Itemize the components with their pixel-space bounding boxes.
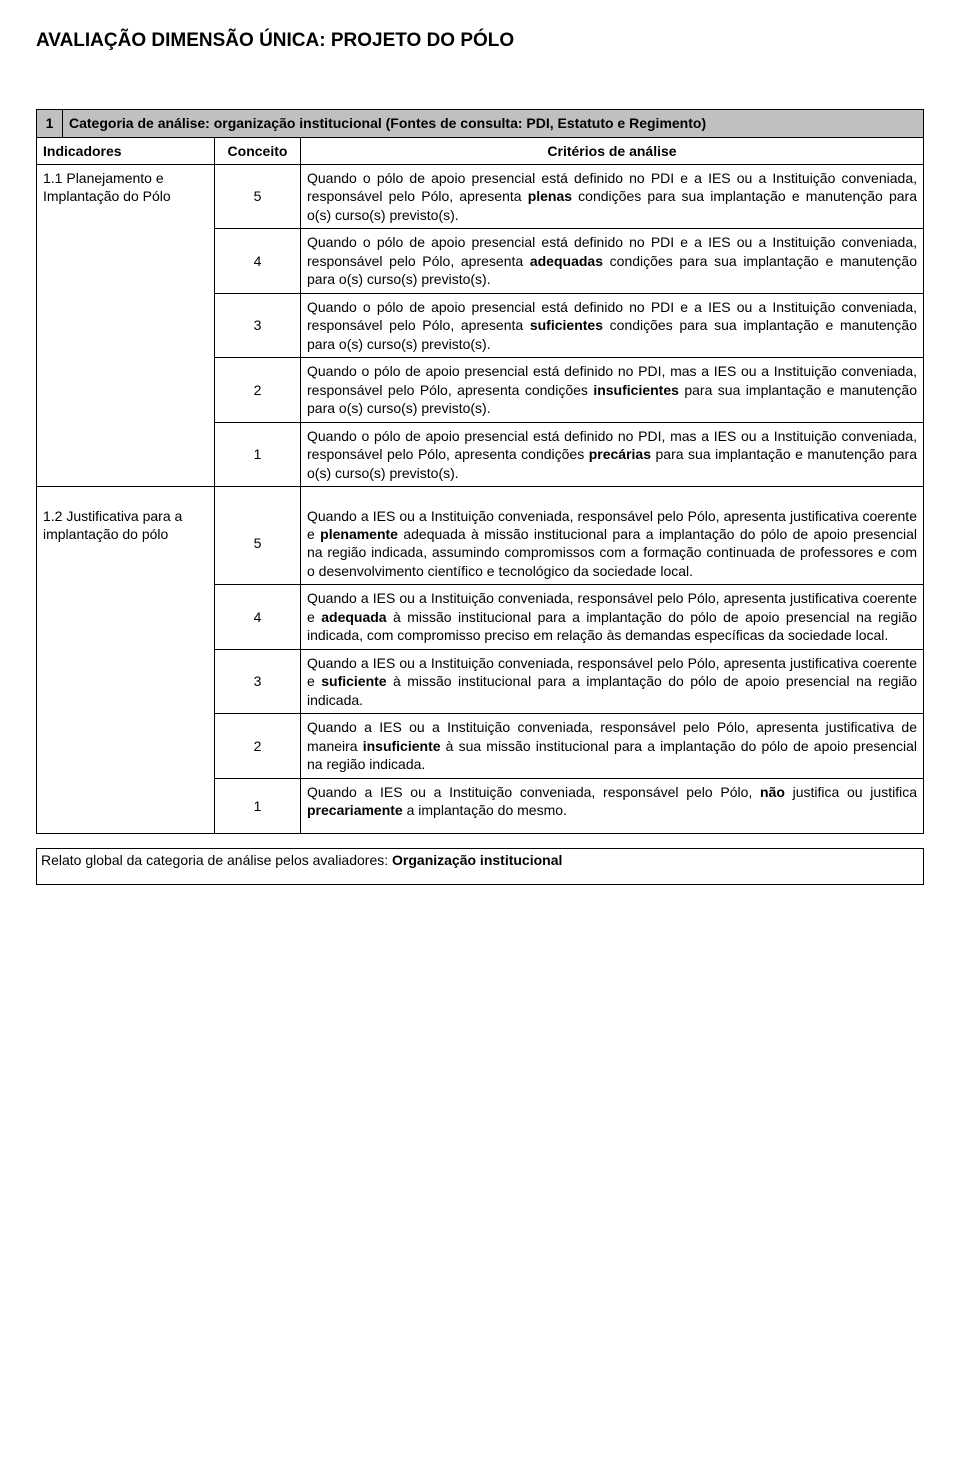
criteria-cell: Quando a IES ou a Instituição conveniada… bbox=[301, 585, 924, 649]
category-number: 1 bbox=[37, 110, 63, 137]
spacer-row bbox=[37, 487, 924, 503]
category-row: 1 Categoria de análise: organização inst… bbox=[37, 110, 924, 137]
col-concept: Conceito bbox=[215, 137, 301, 164]
concept-cell: 2 bbox=[215, 714, 301, 778]
keyword: insuficiente bbox=[363, 738, 441, 754]
column-headers: Indicadores Conceito Critérios de anális… bbox=[37, 137, 924, 164]
doc-title: AVALIAÇÃO DIMENSÃO ÚNICA: PROJETO DO PÓL… bbox=[36, 28, 924, 53]
criteria-cell: Quando a IES ou a Instituição conveniada… bbox=[301, 778, 924, 833]
criteria-cell: Quando o pólo de apoio presencial está d… bbox=[301, 422, 924, 486]
keyword: não bbox=[760, 784, 785, 800]
text: à missão institucional para a implantaçã… bbox=[307, 609, 917, 643]
concept-cell: 5 bbox=[215, 503, 301, 585]
criteria-cell: Quando o pólo de apoio presencial está d… bbox=[301, 165, 924, 229]
footer-label: Relato global da categoria de análise pe… bbox=[41, 852, 392, 868]
indicator-cell: 1.1 Planejamento e Implantação do Pólo bbox=[37, 165, 215, 487]
text: adequada à missão institucional para a i… bbox=[307, 526, 917, 579]
keyword: precariamente bbox=[307, 802, 403, 818]
criteria-cell: Quando o pólo de apoio presencial está d… bbox=[301, 358, 924, 422]
footer-bold: Organização institucional bbox=[392, 852, 562, 868]
evaluation-table: 1 Categoria de análise: organização inst… bbox=[36, 109, 924, 834]
keyword: suficiente bbox=[321, 673, 386, 689]
table-row: 1.1 Planejamento e Implantação do Pólo 5… bbox=[37, 165, 924, 229]
concept-cell: 3 bbox=[215, 293, 301, 357]
keyword: plenas bbox=[528, 188, 572, 204]
col-criteria: Critérios de análise bbox=[301, 137, 924, 164]
keyword: precárias bbox=[589, 446, 651, 462]
col-indicator: Indicadores bbox=[37, 137, 215, 164]
concept-cell: 1 bbox=[215, 422, 301, 486]
concept-cell: 4 bbox=[215, 229, 301, 293]
concept-cell: 1 bbox=[215, 778, 301, 833]
category-title: Categoria de análise: organização instit… bbox=[63, 110, 924, 137]
text: à missão institucional para a implantaçã… bbox=[307, 673, 917, 707]
criteria-cell: Quando a IES ou a Instituição conveniada… bbox=[301, 503, 924, 585]
criteria-cell: Quando a IES ou a Instituição conveniada… bbox=[301, 714, 924, 778]
concept-cell: 5 bbox=[215, 165, 301, 229]
concept-cell: 3 bbox=[215, 649, 301, 713]
text: Quando a IES ou a Instituição conveniada… bbox=[307, 784, 760, 800]
criteria-cell: Quando a IES ou a Instituição conveniada… bbox=[301, 649, 924, 713]
criteria-cell: Quando o pólo de apoio presencial está d… bbox=[301, 229, 924, 293]
concept-cell: 2 bbox=[215, 358, 301, 422]
criteria-cell: Quando o pólo de apoio presencial está d… bbox=[301, 293, 924, 357]
concept-cell: 4 bbox=[215, 585, 301, 649]
keyword: suficientes bbox=[530, 317, 603, 333]
text: a implantação do mesmo. bbox=[403, 802, 567, 818]
keyword: adequada bbox=[321, 609, 386, 625]
footer-box: Relato global da categoria de análise pe… bbox=[36, 848, 924, 884]
keyword: plenamente bbox=[320, 526, 398, 542]
table-row: 1.2 Justificativa para a implantação do … bbox=[37, 503, 924, 585]
indicator-cell: 1.2 Justificativa para a implantação do … bbox=[37, 503, 215, 834]
keyword: adequadas bbox=[530, 253, 603, 269]
keyword: insuficientes bbox=[593, 382, 679, 398]
text: justifica ou justifica bbox=[785, 784, 917, 800]
